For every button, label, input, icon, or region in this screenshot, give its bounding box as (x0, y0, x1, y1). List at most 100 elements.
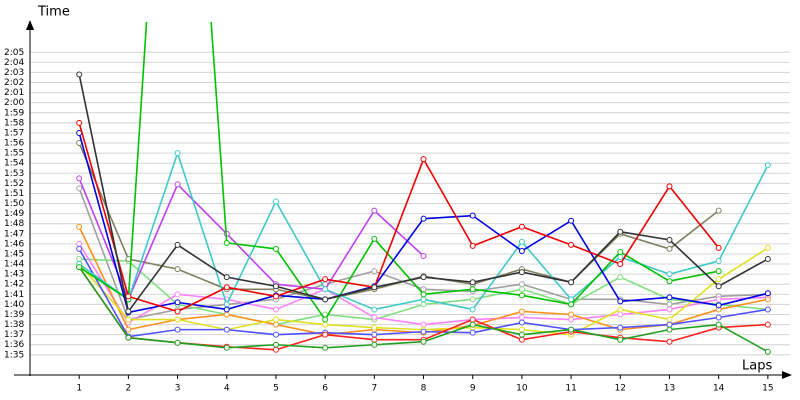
point (469, 306, 476, 313)
y-tick-label: 1:52 (4, 179, 24, 189)
point (715, 258, 722, 265)
point (272, 346, 279, 353)
y-tick-label: 1:55 (4, 149, 24, 159)
point (272, 198, 279, 205)
y-tick-label: 1:48 (4, 219, 24, 229)
point (322, 296, 329, 303)
point (272, 321, 279, 328)
point (715, 244, 722, 251)
point (666, 321, 673, 328)
point (223, 311, 230, 318)
point (617, 248, 624, 255)
x-tick-label: 2 (126, 384, 132, 394)
x-arrow (782, 371, 792, 379)
point (568, 279, 575, 286)
point (469, 286, 476, 293)
y-tick-label: 1:41 (4, 290, 24, 300)
point (469, 242, 476, 249)
point (715, 207, 722, 214)
point (420, 338, 427, 345)
point (420, 321, 427, 328)
y-arrow (26, 20, 34, 30)
point (420, 274, 427, 281)
point (568, 316, 575, 323)
y-tick-label: 1:58 (4, 118, 24, 128)
x-tick-label: 6 (322, 384, 328, 394)
point (715, 321, 722, 328)
y-axis-label: Time (37, 5, 70, 20)
point (518, 331, 525, 338)
point (617, 336, 624, 343)
point (764, 321, 771, 328)
point (76, 264, 83, 271)
x-tick-label: 13 (664, 384, 675, 394)
point (76, 240, 83, 247)
point (715, 296, 722, 303)
point (371, 324, 378, 331)
x-tick-label: 12 (615, 384, 626, 394)
point (666, 326, 673, 333)
point (469, 329, 476, 336)
point (764, 290, 771, 297)
point (666, 183, 673, 190)
x-tick-label: 3 (175, 384, 181, 394)
point (76, 119, 83, 126)
point (568, 241, 575, 248)
point (76, 185, 83, 192)
point (764, 348, 771, 355)
point (322, 286, 329, 293)
point (76, 245, 83, 252)
point (469, 316, 476, 323)
y-tick-label: 1:49 (4, 209, 24, 219)
point (174, 241, 181, 248)
x-tick-label: 10 (516, 384, 528, 394)
point (568, 217, 575, 224)
y-tick-label: 1:45 (4, 249, 24, 259)
point (223, 301, 230, 308)
point (518, 269, 525, 276)
point (715, 302, 722, 309)
point (666, 271, 673, 278)
y-tick-label: 1:39 (4, 310, 24, 320)
series-line (78, 178, 425, 302)
y-tick-label: 2:00 (4, 98, 24, 108)
point (420, 296, 427, 303)
point (469, 279, 476, 286)
x-tick-label: 4 (224, 384, 230, 394)
point (617, 274, 624, 281)
point (617, 298, 624, 305)
point (518, 286, 525, 293)
point (76, 175, 83, 182)
point (174, 181, 181, 188)
x-tick-label: 1 (76, 384, 82, 394)
y-tick-label: 1:51 (4, 189, 24, 199)
point (617, 228, 624, 235)
point (174, 316, 181, 323)
y-tick-label: 1:38 (4, 320, 24, 330)
point (518, 314, 525, 321)
point (371, 268, 378, 275)
point (469, 321, 476, 328)
point (76, 223, 83, 230)
y-tick-label: 1:35 (4, 350, 24, 360)
point (617, 306, 624, 313)
point (371, 336, 378, 343)
point (76, 71, 83, 78)
point (518, 336, 525, 343)
point (764, 256, 771, 263)
point (518, 281, 525, 288)
point (715, 268, 722, 275)
point (174, 266, 181, 273)
point (322, 331, 329, 338)
point (469, 296, 476, 303)
point (272, 293, 279, 300)
point (469, 212, 476, 219)
point (322, 321, 329, 328)
point (666, 236, 673, 243)
point (272, 341, 279, 348)
point (518, 238, 525, 245)
point (518, 223, 525, 230)
y-tick-label: 1:59 (4, 108, 24, 118)
point (371, 314, 378, 321)
point (322, 316, 329, 323)
